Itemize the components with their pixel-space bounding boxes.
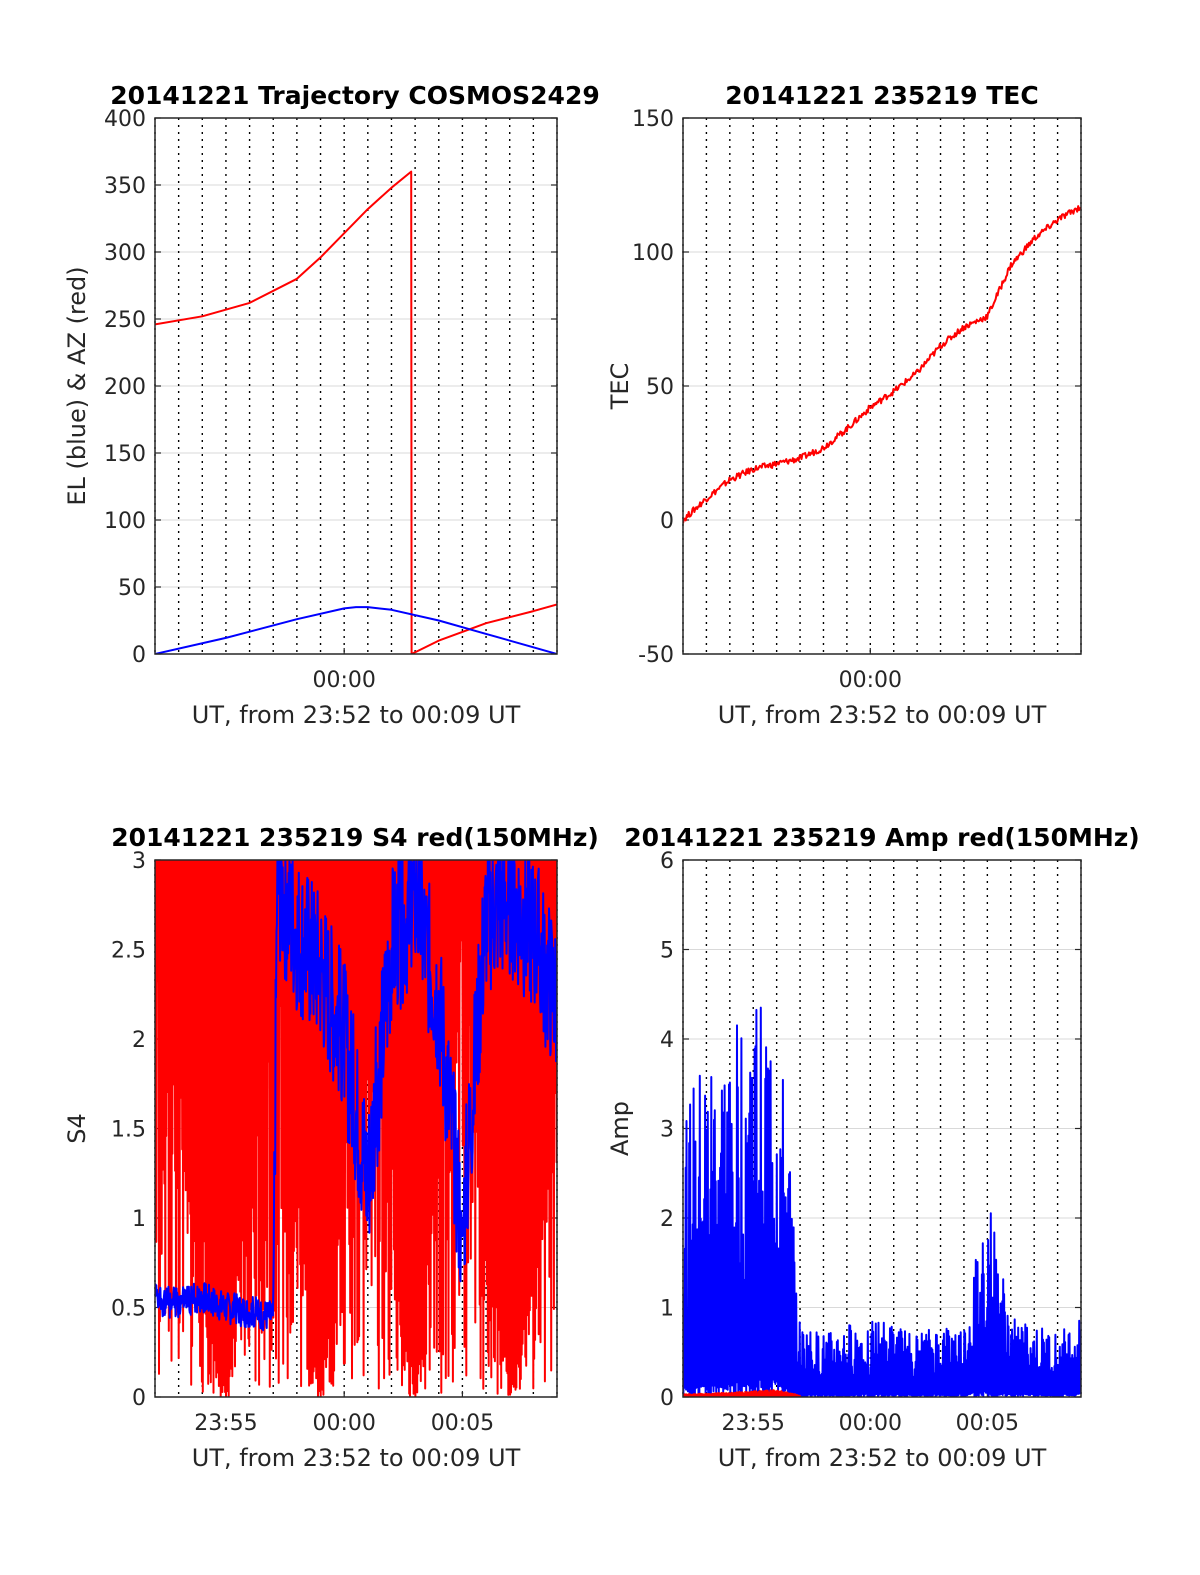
x-axis-label: UT, from 23:52 to 00:09 UT	[718, 1444, 1047, 1472]
series-group	[155, 860, 557, 1397]
y-tick-label: 0	[660, 509, 674, 534]
x-tick-label: 23:55	[194, 1411, 257, 1436]
y-tick-label: 50	[646, 375, 674, 400]
y-tick-label: 5	[660, 939, 674, 964]
y-tick-label: 2.5	[111, 939, 146, 964]
y-tick-label: 50	[118, 576, 146, 601]
x-tick-label: 00:05	[431, 1411, 494, 1436]
y-tick-label: 3	[660, 1118, 674, 1143]
series-line-2	[155, 860, 557, 1332]
x-axis-label: UT, from 23:52 to 00:09 UT	[192, 1444, 521, 1472]
chart-title: 20141221 Trajectory COSMOS2429	[110, 81, 600, 110]
y-tick-label: 350	[104, 174, 146, 199]
y-tick-label: 4	[660, 1028, 674, 1053]
chart-tec: -50 0 50 100 150 00:00 20141221 235219 TEC UT, …	[606, 81, 1082, 729]
series-line-1	[155, 170, 557, 654]
y-tick-label: 0.5	[111, 1297, 146, 1322]
y-tick-label: 100	[104, 509, 146, 534]
series-group	[683, 1006, 1081, 1397]
y-tick-label: 1.5	[111, 1118, 146, 1143]
series-line-2	[683, 1389, 802, 1397]
x-tick-label: 00:05	[956, 1411, 1019, 1436]
y-tick-label: 250	[104, 308, 146, 333]
x-tick-label: 00:00	[312, 1411, 375, 1436]
y-tick-label: 6	[660, 849, 674, 874]
y-tick-label: 0	[132, 643, 146, 668]
series-line-2	[155, 606, 557, 654]
y-tick-label: -50	[638, 643, 674, 668]
plot-frame	[154, 117, 558, 655]
x-tick-label: 23:55	[722, 1411, 785, 1436]
chart-title: 20141221 235219 Amp red(150MHz)	[624, 823, 1140, 852]
x-axis-label: UT, from 23:52 to 00:09 UT	[192, 701, 521, 729]
y-axis-label: EL (blue) & AZ (red)	[63, 266, 91, 505]
y-tick-label: 100	[632, 241, 674, 266]
y-axis-label: Amp	[606, 1101, 634, 1156]
y-tick-label: 0	[660, 1386, 674, 1411]
y-tick-label: 1	[660, 1297, 674, 1322]
x-tick-label: 00:00	[312, 668, 375, 693]
y-tick-label: 2	[132, 1028, 146, 1053]
y-tick-label: 3	[132, 849, 146, 874]
series-group	[155, 170, 557, 654]
plot-frame	[154, 859, 558, 1398]
series-group	[683, 205, 1081, 524]
y-tick-label: 2	[660, 1207, 674, 1232]
plot-frame	[682, 117, 1082, 655]
y-tick-label: 200	[104, 375, 146, 400]
chart-amp: 0 1 2 3 4 5 6 23:55 00:00 00:05 20141221 235219 Am…	[606, 823, 1140, 1472]
series-line-1	[683, 205, 1081, 524]
y-tick-label: 150	[632, 107, 674, 132]
plot-frame	[682, 859, 1082, 1398]
x-tick-label: 00:00	[839, 1411, 902, 1436]
chart-title: 20141221 235219 S4 red(150MHz)	[111, 823, 599, 852]
series-line-1	[683, 1006, 1081, 1397]
y-axis-label: S4	[63, 1113, 91, 1144]
y-tick-label: 150	[104, 442, 146, 467]
y-tick-label: 300	[104, 241, 146, 266]
x-axis-label: UT, from 23:52 to 00:09 UT	[718, 701, 1047, 729]
chart-trajectory: 0 50 100 150 200 250 300 350 400 00:00 20141221 Tr…	[63, 81, 600, 729]
y-axis-label: TEC	[606, 363, 634, 411]
y-tick-label: 400	[104, 107, 146, 132]
y-tick-label: 1	[132, 1207, 146, 1232]
x-tick-label: 00:00	[839, 668, 902, 693]
chart-s4: 0 0.5 1 1.5 2 2.5 3 23:55 00:00 00:05 20141221 235…	[63, 823, 599, 1472]
y-tick-label: 0	[132, 1386, 146, 1411]
chart-title: 20141221 235219 TEC	[725, 81, 1038, 110]
